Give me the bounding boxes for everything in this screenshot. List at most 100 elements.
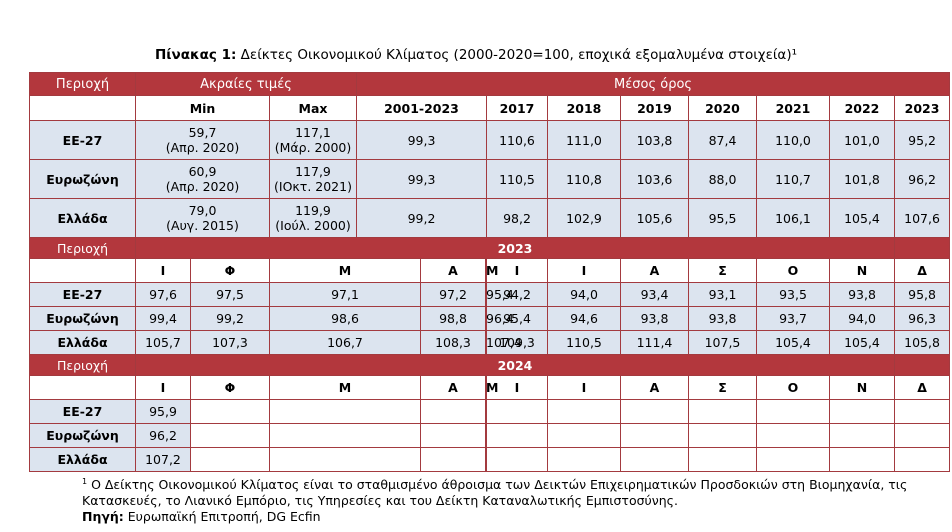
min-cell: 59,7 (Απρ. 2020) bbox=[135, 120, 270, 160]
month-header: Ο bbox=[756, 375, 830, 400]
value-cell bbox=[486, 423, 548, 448]
value-cell: 95,2 bbox=[893, 120, 951, 160]
value-cell bbox=[547, 423, 621, 448]
footnotes: 1 Ο Δείκτης Οικονομικού Κλίματος είναι τ… bbox=[82, 474, 922, 525]
period-header: 2023 bbox=[893, 95, 951, 121]
value-cell: 110,6 bbox=[486, 120, 548, 160]
value-cell: 111,0 bbox=[547, 120, 621, 160]
value-cell bbox=[269, 447, 421, 472]
value-cell: 111,4 bbox=[620, 330, 689, 355]
value-cell: 93,1 bbox=[688, 282, 757, 307]
month-header: Μ bbox=[485, 258, 498, 283]
value-cell: 108,3 bbox=[420, 330, 486, 355]
min-value: 79,0 bbox=[188, 203, 217, 218]
value-cell: 99,4 bbox=[135, 306, 191, 331]
region-label: Ευρωζώνη bbox=[29, 423, 136, 448]
month-header: Ν bbox=[829, 375, 895, 400]
value-cell: 106,1 bbox=[756, 198, 830, 238]
value-cell: 110,8 bbox=[547, 159, 621, 199]
blank-cell bbox=[29, 95, 136, 121]
value-cell bbox=[190, 423, 270, 448]
source-note: Πηγή: Ευρωπαϊκή Επιτροπή, DG Ecfin bbox=[82, 509, 922, 525]
value-cell: 94,6 bbox=[547, 306, 621, 331]
monthly-data-row: Ευρωζώνη 96,2 bbox=[29, 423, 951, 448]
month-header: Ι bbox=[547, 375, 621, 400]
value-cell: 93,7 bbox=[756, 306, 830, 331]
value-cell: 105,6 bbox=[620, 198, 689, 238]
value-cell: 103,8 bbox=[620, 120, 689, 160]
region-label: Ευρωζώνη bbox=[29, 306, 136, 331]
annual-data-row: ΕΕ-27 59,7 (Απρ. 2020) 117,1 (Μάρ. 2000) 99,3… bbox=[29, 120, 951, 160]
period-header: 2001-2023 bbox=[356, 95, 487, 121]
value-cell bbox=[486, 447, 548, 472]
value-cell: 97,6 bbox=[135, 282, 191, 307]
value-cell: 102,9 bbox=[547, 198, 621, 238]
value-cell: 99,2 bbox=[356, 198, 487, 238]
period-header: 2022 bbox=[829, 95, 895, 121]
month-header: Ι bbox=[486, 375, 548, 400]
month-header: Φ bbox=[190, 375, 270, 400]
caption-label: Πίνακας 1: bbox=[154, 47, 237, 63]
value-cell: 96,2 bbox=[135, 423, 191, 448]
value-cell bbox=[829, 447, 895, 472]
min-value: 60,9 bbox=[188, 164, 217, 179]
value-cell bbox=[756, 399, 830, 424]
value-cell: 93,4 bbox=[620, 282, 689, 307]
year-header: 2024 bbox=[135, 354, 895, 376]
value-cell: 94,0 bbox=[829, 306, 895, 331]
year-header-end bbox=[893, 354, 951, 376]
month-header: Μ bbox=[269, 375, 421, 400]
region-header: Περιοχή bbox=[29, 72, 136, 96]
value-cell bbox=[829, 399, 895, 424]
value-cell bbox=[756, 423, 830, 448]
period-header: 2019 bbox=[620, 95, 689, 121]
min-date: (Αυγ. 2015) bbox=[166, 218, 239, 233]
period-header: 2017 bbox=[486, 95, 548, 121]
value-cell: 107,3 bbox=[190, 330, 270, 355]
extremes-header: Ακραίες τιμές bbox=[135, 72, 357, 96]
value-cell: 95,9 bbox=[135, 399, 191, 424]
value-cell: 103,6 bbox=[620, 159, 689, 199]
value-cell bbox=[620, 447, 689, 472]
value-cell: 110,0 bbox=[756, 120, 830, 160]
max-date: (Ιούλ. 2000) bbox=[275, 218, 351, 233]
month-header: Ν bbox=[829, 258, 895, 283]
region-label: Ελλάδα bbox=[29, 198, 136, 238]
value-cell bbox=[756, 447, 830, 472]
region-label: ΕΕ-27 bbox=[29, 399, 136, 424]
value-cell bbox=[893, 423, 951, 448]
month-header: Α bbox=[420, 375, 486, 400]
source-label: Πηγή: bbox=[82, 509, 124, 525]
month-header: Μ bbox=[269, 258, 421, 283]
value-cell bbox=[486, 399, 548, 424]
annual-header-row: Περιοχή Ακραίες τιμές Μέσος όρος bbox=[29, 72, 951, 96]
value-cell: 97,1 bbox=[269, 282, 421, 307]
footnote-marker: 1 bbox=[82, 477, 88, 486]
monthly-data-row: ΕΕ-2797,697,597,197,295,494,294,093,493,… bbox=[29, 282, 951, 307]
region-label: ΕΕ-27 bbox=[29, 282, 136, 307]
value-cell: 98,2 bbox=[486, 198, 548, 238]
max-cell: 117,9 (ΙΟκτ. 2021) bbox=[269, 159, 357, 199]
value-cell bbox=[420, 399, 486, 424]
value-cell: 94,2 bbox=[486, 282, 548, 307]
month-header: Δ bbox=[893, 258, 951, 283]
value-cell bbox=[829, 423, 895, 448]
value-cell bbox=[420, 447, 486, 472]
value-cell: 95,4 bbox=[486, 306, 548, 331]
footnote: 1 Ο Δείκτης Οικονομικού Κλίματος είναι τ… bbox=[82, 474, 922, 509]
value-cell bbox=[269, 423, 421, 448]
value-cell: 93,8 bbox=[829, 282, 895, 307]
value-cell: 99,3 bbox=[356, 159, 487, 199]
value-cell bbox=[269, 399, 421, 424]
annual-data-row: Ευρωζώνη 60,9 (Απρ. 2020) 117,9 (ΙΟκτ. 2021)… bbox=[29, 159, 951, 199]
value-cell: 110,7 bbox=[756, 159, 830, 199]
max-date: (Μάρ. 2000) bbox=[274, 140, 352, 155]
monthly-data-row: Ελλάδα105,7107,3106,7108,3107,4109,3110,… bbox=[29, 330, 951, 355]
value-cell: 105,4 bbox=[829, 330, 895, 355]
month-header: Ι bbox=[486, 258, 548, 283]
value-cell: 101,8 bbox=[829, 159, 895, 199]
month-header: Α bbox=[420, 258, 486, 283]
max-value: 117,9 bbox=[295, 164, 331, 179]
min-cell: 60,9 (Απρ. 2020) bbox=[135, 159, 270, 199]
month-header: Ι bbox=[135, 258, 191, 283]
